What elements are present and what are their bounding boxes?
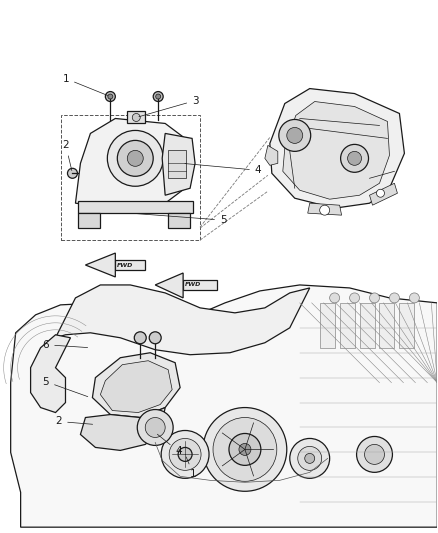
Polygon shape [162,133,195,195]
Polygon shape [75,118,190,208]
Circle shape [178,447,192,462]
Circle shape [145,417,165,438]
Polygon shape [56,285,310,355]
Circle shape [279,119,311,151]
Polygon shape [283,101,389,199]
Circle shape [239,443,251,455]
Circle shape [132,114,140,122]
Circle shape [106,92,115,101]
Circle shape [305,454,314,463]
Polygon shape [92,353,180,417]
Circle shape [229,433,261,465]
Circle shape [149,332,161,344]
Circle shape [348,151,361,165]
Polygon shape [308,203,342,215]
Text: FWD: FWD [185,282,201,287]
Circle shape [108,94,113,99]
Bar [360,303,374,348]
Circle shape [153,92,163,101]
Circle shape [169,439,201,470]
Bar [339,303,355,348]
Circle shape [203,408,287,491]
Polygon shape [100,361,172,413]
Circle shape [213,417,277,481]
Circle shape [320,205,330,215]
Polygon shape [370,183,397,205]
Text: FWD: FWD [117,263,134,268]
Bar [78,201,193,213]
Circle shape [161,431,209,478]
Polygon shape [183,280,217,290]
Text: 4: 4 [185,164,261,175]
Text: 2: 2 [56,416,92,426]
Text: 1: 1 [63,74,108,95]
Circle shape [350,293,360,303]
Circle shape [287,127,303,143]
Circle shape [107,131,163,186]
Text: 5: 5 [133,213,226,225]
Text: 6: 6 [42,340,88,350]
Text: 1: 1 [186,457,197,479]
Polygon shape [155,273,183,298]
Bar [168,150,186,178]
Circle shape [67,168,78,178]
Circle shape [341,144,368,172]
Bar [60,116,200,240]
Text: 3: 3 [139,95,199,117]
Text: 4: 4 [157,434,182,456]
Bar [168,213,190,228]
Text: 2: 2 [63,140,72,171]
Polygon shape [270,88,404,208]
Polygon shape [11,285,437,527]
Circle shape [370,293,379,303]
Bar [320,303,335,348]
Circle shape [357,437,392,472]
Circle shape [127,150,143,166]
Circle shape [410,293,419,303]
Circle shape [155,94,161,99]
Bar [127,111,145,124]
Polygon shape [81,408,165,450]
Circle shape [298,447,321,470]
Text: 5: 5 [42,377,88,397]
Circle shape [364,445,385,464]
Circle shape [117,140,153,176]
Bar [379,303,395,348]
Bar [399,303,414,348]
Circle shape [134,332,146,344]
Bar [78,213,100,228]
Circle shape [377,189,385,197]
Polygon shape [31,335,71,413]
Circle shape [137,409,173,446]
Polygon shape [265,146,278,165]
Polygon shape [85,253,115,277]
Circle shape [389,293,399,303]
Polygon shape [115,260,145,270]
Circle shape [330,293,339,303]
Circle shape [290,439,330,478]
